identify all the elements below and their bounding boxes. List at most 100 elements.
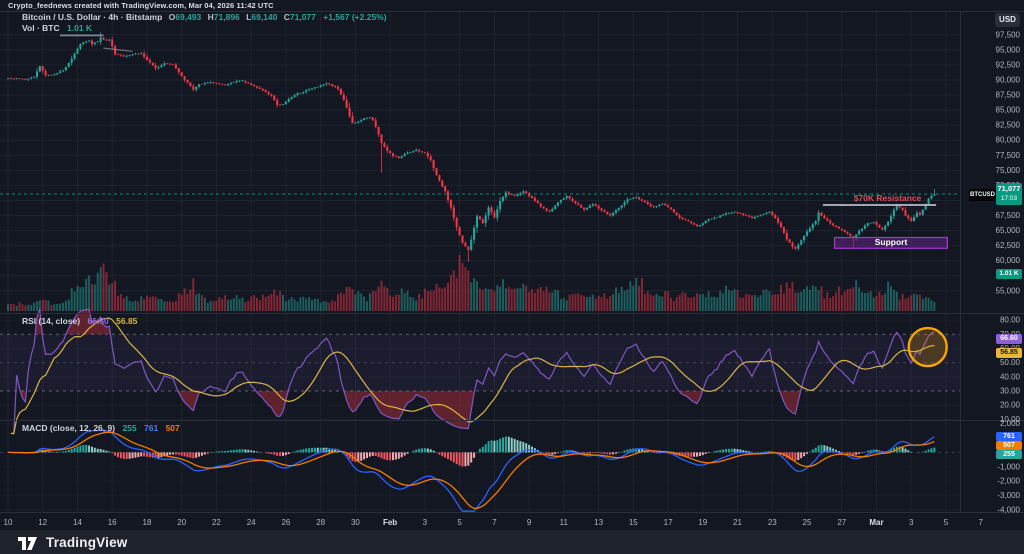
macd-legend[interactable]: MACD (close, 12, 26, 9) 255 761 507 [22,423,180,433]
svg-text:21: 21 [733,518,742,527]
macd-signal-value: 507 [165,423,180,433]
svg-text:97,500: 97,500 [996,30,1021,39]
volume-value: 1.01 K [67,23,93,33]
support-box [833,236,949,249]
svg-text:18: 18 [143,518,152,527]
svg-text:82,500: 82,500 [996,121,1021,130]
symbol-chip-badge: BTCUSD [969,189,996,201]
svg-text:92,500: 92,500 [996,60,1021,69]
macd-axis-badge: 761 [996,432,1022,441]
ohlc-open-value: 69,493 [175,12,202,22]
svg-text:20: 20 [177,518,186,527]
brand-name[interactable]: TradingView [46,534,128,550]
svg-text:60,000: 60,000 [996,256,1021,265]
main-legend[interactable]: Bitcoin / U.S. Dollar · 4h · Bitstamp O6… [22,12,387,22]
last-price-value: 71,077 [997,184,1021,193]
svg-text:26: 26 [281,518,290,527]
attribution-text: Crypto_feednews created with TradingView… [8,1,274,10]
volume-label: Vol · BTC [22,23,60,33]
price-axis[interactable]: 97,500 95,000 92,500 90,000 87,500 85,000 82,5… [996,30,1021,514]
macd-hist-axis-badge: 255 [996,450,1022,459]
svg-text:17: 17 [664,518,673,527]
svg-text:95,000: 95,000 [996,45,1021,54]
ohlc-open-label: O [168,12,176,22]
svg-text:3: 3 [423,518,428,527]
ohlc-low-value: 69,140 [251,12,278,22]
symbol-title: Bitcoin / U.S. Dollar · 4h · Bitstamp [22,12,163,22]
time-axis[interactable]: 10 12 14 16 18 20 22 24 26 28 30 Feb 3 5 7 9 11 13 15 17 19 2… [4,518,984,527]
rsi-line [10,308,935,435]
rsi-axis-badge: 66.60 [996,334,1022,344]
macd-signal-line [8,431,935,509]
trendline-2 [103,47,133,52]
svg-text:30.00: 30.00 [1000,387,1021,396]
svg-text:13: 13 [594,518,603,527]
svg-text:-1,000: -1,000 [997,462,1020,471]
tradingview-logo-icon[interactable] [18,534,39,550]
svg-text:55,000: 55,000 [996,286,1021,295]
ohlc-high-label: H [207,12,214,22]
currency-axis-button[interactable]: USD [995,13,1020,27]
macd-signal-axis-badge: 507 [996,441,1022,450]
svg-text:7: 7 [978,518,983,527]
support-label: Support [875,237,908,247]
svg-text:67,500: 67,500 [996,211,1021,220]
last-price-badge: 71,077 17:03 [996,183,1022,205]
rsi-ma-value: 56.85 [116,316,138,326]
svg-text:30: 30 [351,518,360,527]
drawing-annotations[interactable]: $70K Resistance Support [60,34,949,249]
svg-text:-2,000: -2,000 [997,477,1020,486]
volume-series [7,255,936,311]
svg-text:-4,000: -4,000 [997,505,1020,514]
volume-legend[interactable]: Vol · BTC 1.01 K [22,23,92,33]
svg-text:50.00: 50.00 [1000,358,1021,367]
rsi-ma-axis-badge: 56.85 [996,348,1022,358]
svg-text:7: 7 [492,518,497,527]
svg-text:10: 10 [4,518,13,527]
change-value: +1,567 (+2.25%) [323,12,387,22]
svg-text:20.00: 20.00 [1000,401,1021,410]
svg-text:14: 14 [73,518,82,527]
rsi-excursion-fills [20,308,899,429]
grid-horizontal-price [0,34,960,292]
svg-text:5: 5 [944,518,949,527]
svg-text:90,000: 90,000 [996,76,1021,85]
ohlc-low-label: L [246,12,252,22]
svg-text:75,000: 75,000 [996,166,1021,175]
macd-line-value: 761 [144,423,159,433]
ohlc-close-label: C [283,12,290,22]
ohlc-close-value: 71,077 [289,12,316,22]
bar-countdown: 17:03 [1000,195,1018,202]
svg-text:5: 5 [457,518,462,527]
volume-axis-badge: 1.01 K [996,269,1022,279]
svg-text:23: 23 [768,518,777,527]
svg-text:16: 16 [108,518,117,527]
svg-text:24: 24 [247,518,256,527]
grid-horizontal-macd [0,423,960,511]
svg-text:62,500: 62,500 [996,241,1021,250]
svg-text:28: 28 [316,518,325,527]
svg-text:80,000: 80,000 [996,136,1021,145]
ohlc-high-value: 71,896 [213,12,240,22]
svg-text:27: 27 [837,518,846,527]
svg-text:12: 12 [38,518,47,527]
svg-text:3: 3 [909,518,914,527]
rsi-label: RSI (14, close) [22,316,81,326]
svg-text:80.00: 80.00 [1000,316,1021,325]
svg-text:Feb: Feb [383,518,397,527]
svg-text:10.00: 10.00 [1000,415,1021,424]
rsi-legend[interactable]: RSI (14, close) 66.60 56.85 [22,316,137,326]
svg-text:19: 19 [698,518,707,527]
brand-footer: TradingView [0,530,1024,554]
rsi-highlight-circle[interactable] [907,326,948,368]
rsi-ma-line [10,317,935,435]
svg-text:40.00: 40.00 [1000,372,1021,381]
macd-hist-value: 255 [122,423,137,433]
svg-text:9: 9 [527,518,532,527]
resistance-label: $70K Resistance [854,193,922,203]
svg-text:65,000: 65,000 [996,226,1021,235]
rsi-line-value: 66.60 [87,316,109,326]
